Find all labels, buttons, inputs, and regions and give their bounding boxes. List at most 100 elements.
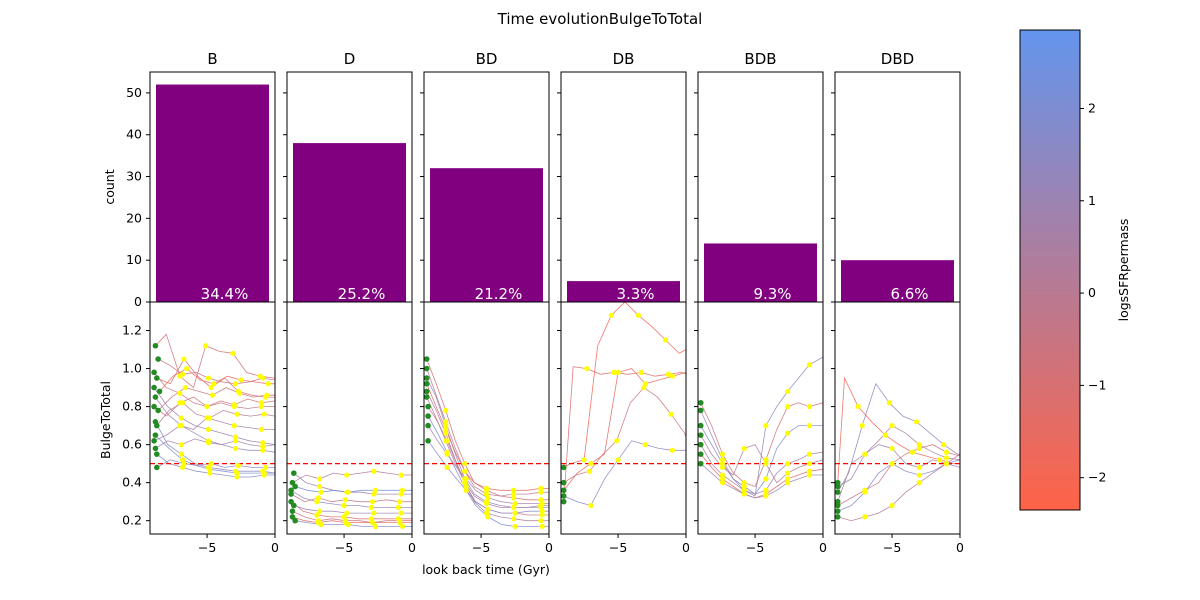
x-tick-label: −5 [746,540,764,555]
trajectory-line [292,516,412,524]
data-point [916,472,922,478]
x-axis-label: look back time (Gyr) [422,562,550,577]
x-tick-label: 0 [956,540,964,555]
start-point [292,483,298,490]
colorbar-tick-label: −2 [1088,470,1106,485]
colorbar-bar [1019,29,1081,511]
data-point [234,470,240,476]
trajectory-line [153,387,275,445]
start-point [153,464,160,471]
data-point [462,461,468,467]
data-point [719,476,726,482]
bar [841,260,954,302]
start-point [698,407,704,414]
trajectory-line [837,459,960,512]
start-point [156,388,163,395]
trajectory-line [563,368,686,491]
data-point [182,384,188,391]
data-point [943,449,950,455]
data-point [539,508,545,514]
x-tick-label: −5 [472,540,490,555]
data-point [232,438,239,444]
data-point [889,461,895,467]
bar-percent-label: 9.3% [753,285,791,303]
trajectory-line [155,396,275,453]
data-point [615,457,621,463]
y-tick-label: 0.2 [122,513,142,528]
data-point [204,403,210,410]
data-point [665,371,671,377]
data-point [916,480,922,486]
start-point [152,432,159,438]
data-point [177,373,183,379]
data-point [317,483,323,490]
start-point [153,451,160,457]
trajectory-line [427,440,549,514]
y-tick-label: 40 [126,127,142,142]
trajectory-plot [698,356,823,499]
data-point [399,487,406,493]
data-point [511,495,517,501]
data-point [916,445,922,452]
data-point [397,499,403,505]
data-point [611,369,617,375]
x-tick-label: −5 [883,540,901,555]
bar [567,281,680,302]
data-point [205,426,212,433]
data-point [341,502,347,509]
start-point [424,388,430,395]
data-point [372,523,378,529]
x-tick-label: −5 [609,540,627,555]
data-point [342,519,349,526]
data-point [511,516,517,522]
x-tick-label: 0 [682,540,690,555]
data-point [741,487,747,493]
data-point [443,430,449,436]
data-point [785,461,791,467]
start-point [698,441,704,448]
data-point [862,514,868,520]
data-point [181,461,187,467]
data-point [345,489,351,495]
trajectory-line [153,372,275,409]
data-point [344,510,350,516]
subplot-dbd: DBD 6.6% −5 0 [831,50,964,555]
trajectory-line [837,425,960,502]
data-point [203,343,209,349]
data-point [512,510,518,516]
data-point [178,415,184,421]
data-point [232,381,239,387]
trajectory-line [158,358,275,385]
data-point [463,487,469,493]
data-point [862,451,868,457]
data-point [511,504,517,510]
data-point [485,514,491,520]
data-point [586,468,593,474]
start-point [290,502,297,509]
start-point [151,438,157,444]
subplot-db: DB 3.3% −5 0 [557,50,690,555]
subplot-bdb: BDB 9.3% −5 0 [694,50,827,555]
subplot-title: DB [613,50,635,68]
colorbar-tick-label: 0 [1088,285,1096,300]
data-point [614,438,620,444]
data-point [763,476,769,482]
trajectory-line [155,438,275,449]
data-point [235,462,241,469]
start-point [835,508,841,514]
data-point [444,464,450,471]
data-point [669,373,676,379]
x-tick-label: 0 [545,540,553,555]
trajectory-frame [149,301,276,535]
trajectory-line [156,453,275,478]
trajectory-plot [835,376,960,522]
trajectory-line [153,417,275,442]
data-point [443,407,449,413]
data-point [943,455,950,461]
data-point [763,423,769,429]
data-point [584,365,590,372]
data-point [261,411,267,417]
start-point [561,493,567,499]
data-point [886,400,892,406]
start-point [151,403,157,410]
